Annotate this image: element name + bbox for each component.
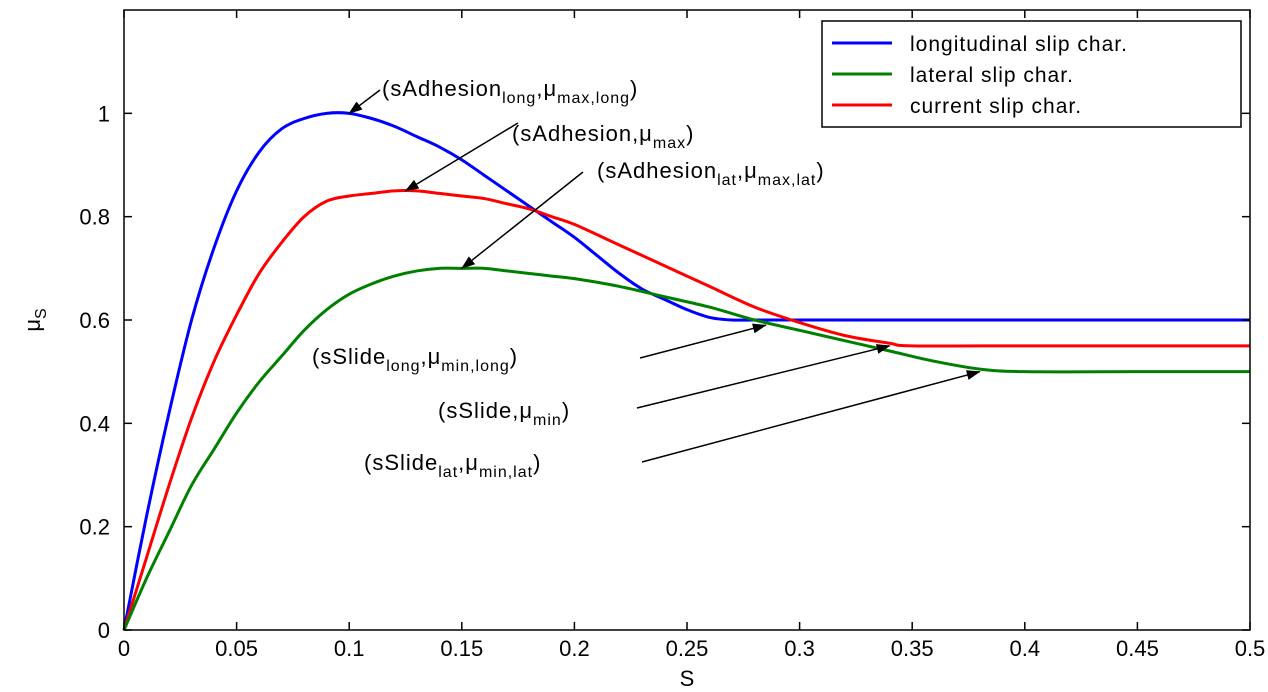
annotation-label-5: (sSlidelat,μmin,lat) — [364, 450, 541, 481]
annotation-arrow-3 — [639, 323, 767, 359]
x-tick-label: 0.1 — [334, 636, 365, 661]
annotation-label-0: (sAdhesionlong,μmax,long) — [382, 76, 638, 107]
x-tick-label: 0.25 — [666, 636, 709, 661]
tick-layer: 0 0.05 0.1 0.15 0.2 0.25 0.3 0.35 0.4 0.45 0.5 0 0.2… — [79, 10, 1265, 661]
y-tick-label: 1 — [98, 101, 110, 126]
x-tick-label: 0.15 — [440, 636, 483, 661]
y-tick-label: 0.8 — [79, 205, 110, 230]
annotation-arrow-2 — [461, 171, 584, 269]
legend: longitudinal slip char. lateral slip char… — [821, 20, 1242, 128]
y-tick-label: 0.2 — [79, 515, 110, 540]
annotation-label-3: (sSlidelong,μmin,long) — [312, 344, 518, 375]
series-line-1 — [122, 266, 1250, 631]
legend-box — [821, 20, 1242, 128]
annotation-layer: (sAdhesionlong,μmax,long) (sAdhesion,μmax… — [312, 76, 981, 481]
x-tick-label: 0.05 — [215, 636, 258, 661]
x-tick-label: 0.35 — [891, 636, 934, 661]
x-tick-label: 0.2 — [559, 636, 590, 661]
svg-text:μS: μS — [20, 308, 50, 331]
x-tick-label: 0.45 — [1116, 636, 1159, 661]
y-axis-title: μS — [20, 308, 50, 331]
annotation-label-1: (sAdhesion,μmax) — [512, 121, 694, 152]
annotation-arrow-4 — [636, 344, 891, 409]
y-tick-label: 0.4 — [79, 411, 110, 436]
x-tick-label: 0.4 — [1010, 636, 1041, 661]
annotation-arrow-1 — [404, 122, 519, 192]
series-line-2 — [122, 189, 1250, 631]
annotation-label-4: (sSlide,μmin) — [438, 398, 570, 429]
x-tick-label: 0.3 — [784, 636, 815, 661]
series-layer — [122, 111, 1250, 631]
annotation-arrow-5 — [641, 370, 981, 463]
x-tick-label: 0.5 — [1235, 636, 1266, 661]
annotation-label-2: (sAdhesionlat,μmax,lat) — [597, 158, 825, 189]
series-line-0 — [122, 111, 1250, 631]
y-tick-label: 0 — [98, 618, 110, 643]
annotation-arrow-0 — [348, 89, 381, 114]
y-tick-label: 0.6 — [79, 308, 110, 333]
legend-label-0: longitudinal slip char. — [910, 33, 1128, 56]
x-axis-title: S — [680, 666, 695, 691]
legend-label-2: current slip char. — [910, 95, 1082, 118]
x-tick-label: 0 — [118, 636, 130, 661]
legend-label-1: lateral slip char. — [910, 64, 1074, 87]
